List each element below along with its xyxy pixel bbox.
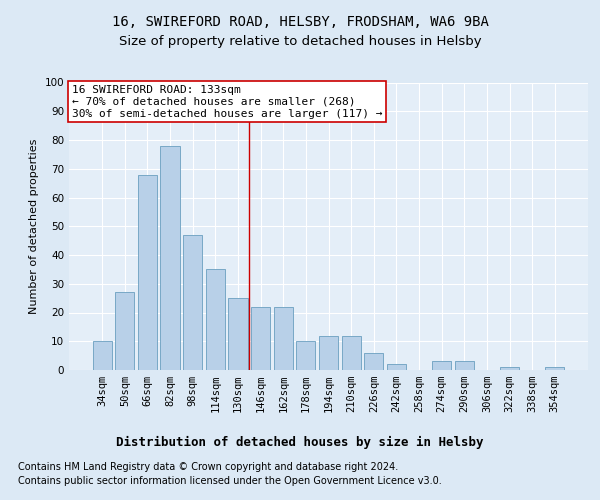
Bar xyxy=(251,306,270,370)
Bar xyxy=(319,336,338,370)
Text: 16 SWIREFORD ROAD: 133sqm
← 70% of detached houses are smaller (268)
30% of semi: 16 SWIREFORD ROAD: 133sqm ← 70% of detac… xyxy=(71,86,382,118)
Bar xyxy=(160,146,180,370)
Bar xyxy=(500,367,519,370)
Bar xyxy=(92,341,112,370)
Bar xyxy=(296,341,316,370)
Text: Contains HM Land Registry data © Crown copyright and database right 2024.: Contains HM Land Registry data © Crown c… xyxy=(18,462,398,472)
Bar xyxy=(138,174,157,370)
Bar xyxy=(432,362,451,370)
Bar xyxy=(545,367,565,370)
Bar xyxy=(183,235,202,370)
Bar xyxy=(229,298,248,370)
Bar xyxy=(274,306,293,370)
Bar xyxy=(341,336,361,370)
Bar xyxy=(364,353,383,370)
Y-axis label: Number of detached properties: Number of detached properties xyxy=(29,138,39,314)
Text: 16, SWIREFORD ROAD, HELSBY, FRODSHAM, WA6 9BA: 16, SWIREFORD ROAD, HELSBY, FRODSHAM, WA… xyxy=(112,16,488,30)
Bar xyxy=(206,270,225,370)
Text: Distribution of detached houses by size in Helsby: Distribution of detached houses by size … xyxy=(116,436,484,449)
Bar xyxy=(115,292,134,370)
Text: Contains public sector information licensed under the Open Government Licence v3: Contains public sector information licen… xyxy=(18,476,442,486)
Text: Size of property relative to detached houses in Helsby: Size of property relative to detached ho… xyxy=(119,34,481,48)
Bar xyxy=(387,364,406,370)
Bar xyxy=(455,362,474,370)
